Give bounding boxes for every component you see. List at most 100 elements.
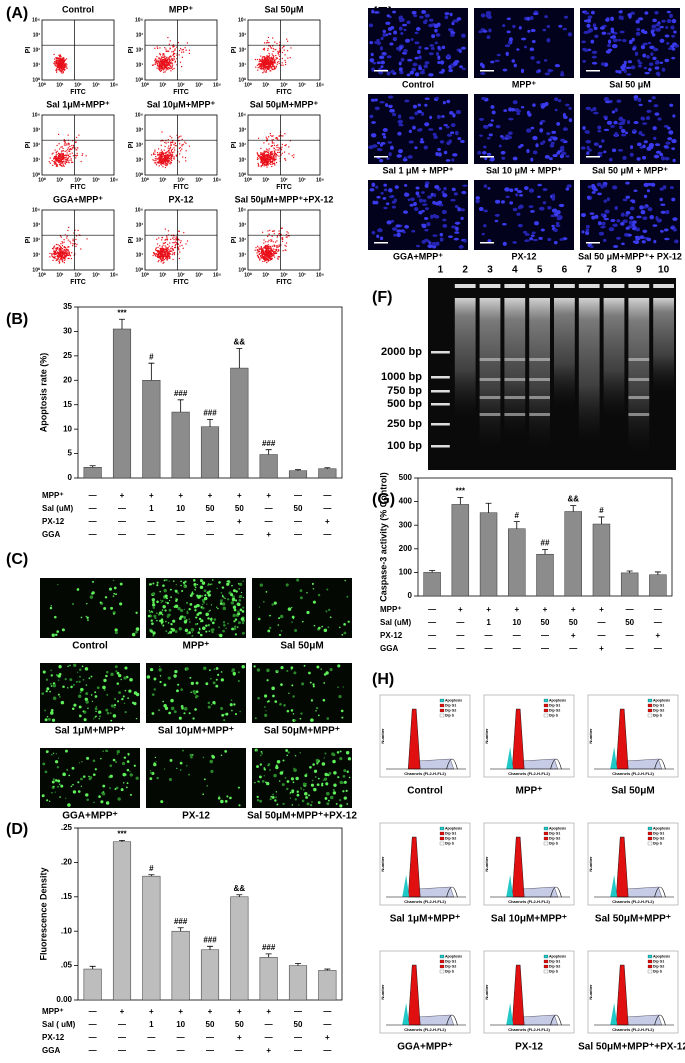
dot [272,162,274,164]
cell [341,633,344,636]
cell [347,620,350,623]
image-caption: PX-12 [182,811,210,822]
legend-swatch [439,698,445,703]
dot [264,251,267,253]
cell [59,696,61,698]
nucleus [530,55,535,60]
dot [275,149,277,151]
dot [267,162,269,164]
dot [157,157,159,159]
cell [80,687,84,692]
nucleus [453,192,458,196]
dot [269,257,271,259]
cell [328,608,331,612]
dot [287,40,289,42]
nucleus [369,40,374,45]
y-tick-label: 10³ [239,222,247,228]
nucleus [621,133,627,137]
dot [170,159,172,161]
dot [173,158,175,160]
nucleus [586,145,590,150]
nucleus [618,149,624,152]
nucleus [637,17,644,21]
nucleus [374,40,380,44]
dot [168,59,170,61]
dot [265,163,267,166]
y-tick-label: 10⁴ [32,207,41,213]
cell [45,750,49,754]
dot [172,50,175,52]
dot [269,245,272,248]
nucleus [528,205,534,209]
dot [280,154,282,156]
nucleus [632,47,637,51]
dot [270,257,272,260]
dot [279,44,281,46]
dot [270,240,272,243]
nucleus [633,240,640,245]
cell [152,606,155,610]
dot [169,65,171,67]
dot [61,251,63,253]
panel-label: (B) [6,311,28,328]
cell [156,776,159,780]
x-tick-label: 10⁰ [244,82,252,88]
cell [77,781,80,784]
cell [62,772,66,777]
nucleus [414,41,420,45]
dot [164,145,166,148]
dot [53,250,55,252]
dot [166,154,169,156]
dot [261,63,263,66]
dot [274,67,277,69]
nucleus [554,97,559,102]
nucleus [583,30,589,35]
dot [271,150,273,153]
dot [260,255,262,257]
nucleus [486,152,492,156]
well [554,284,575,288]
cell [163,683,167,687]
cell [95,715,97,718]
cell [227,580,230,583]
cell [203,778,206,781]
dot [64,258,66,260]
dot [271,58,274,60]
cell [275,765,279,770]
nucleus [585,230,590,236]
dot [273,256,276,258]
dot [275,57,277,59]
nucleus [512,156,518,161]
dot [263,62,265,64]
cell [231,584,233,587]
cell [316,665,320,669]
dot [181,138,183,140]
dot [275,158,277,160]
dot [69,156,71,158]
dot [64,255,67,258]
dot [172,64,174,66]
cell [231,670,233,673]
dot [262,56,264,58]
panel-label: (F) [372,289,392,306]
cell [210,628,214,632]
cell [91,700,93,702]
dot [58,58,60,60]
smear [454,298,476,418]
dot [276,252,278,254]
cell [91,591,95,595]
cell [185,601,189,604]
dot [168,66,170,69]
cell [343,796,347,800]
nucleus [491,110,496,115]
cell [300,712,303,715]
cell [342,790,345,793]
nucleus [381,132,386,136]
cell [149,770,152,772]
nucleus [506,135,512,140]
dot [265,158,267,160]
dot [273,66,276,68]
dot [86,238,88,240]
dot [172,141,174,144]
dot [55,151,57,153]
